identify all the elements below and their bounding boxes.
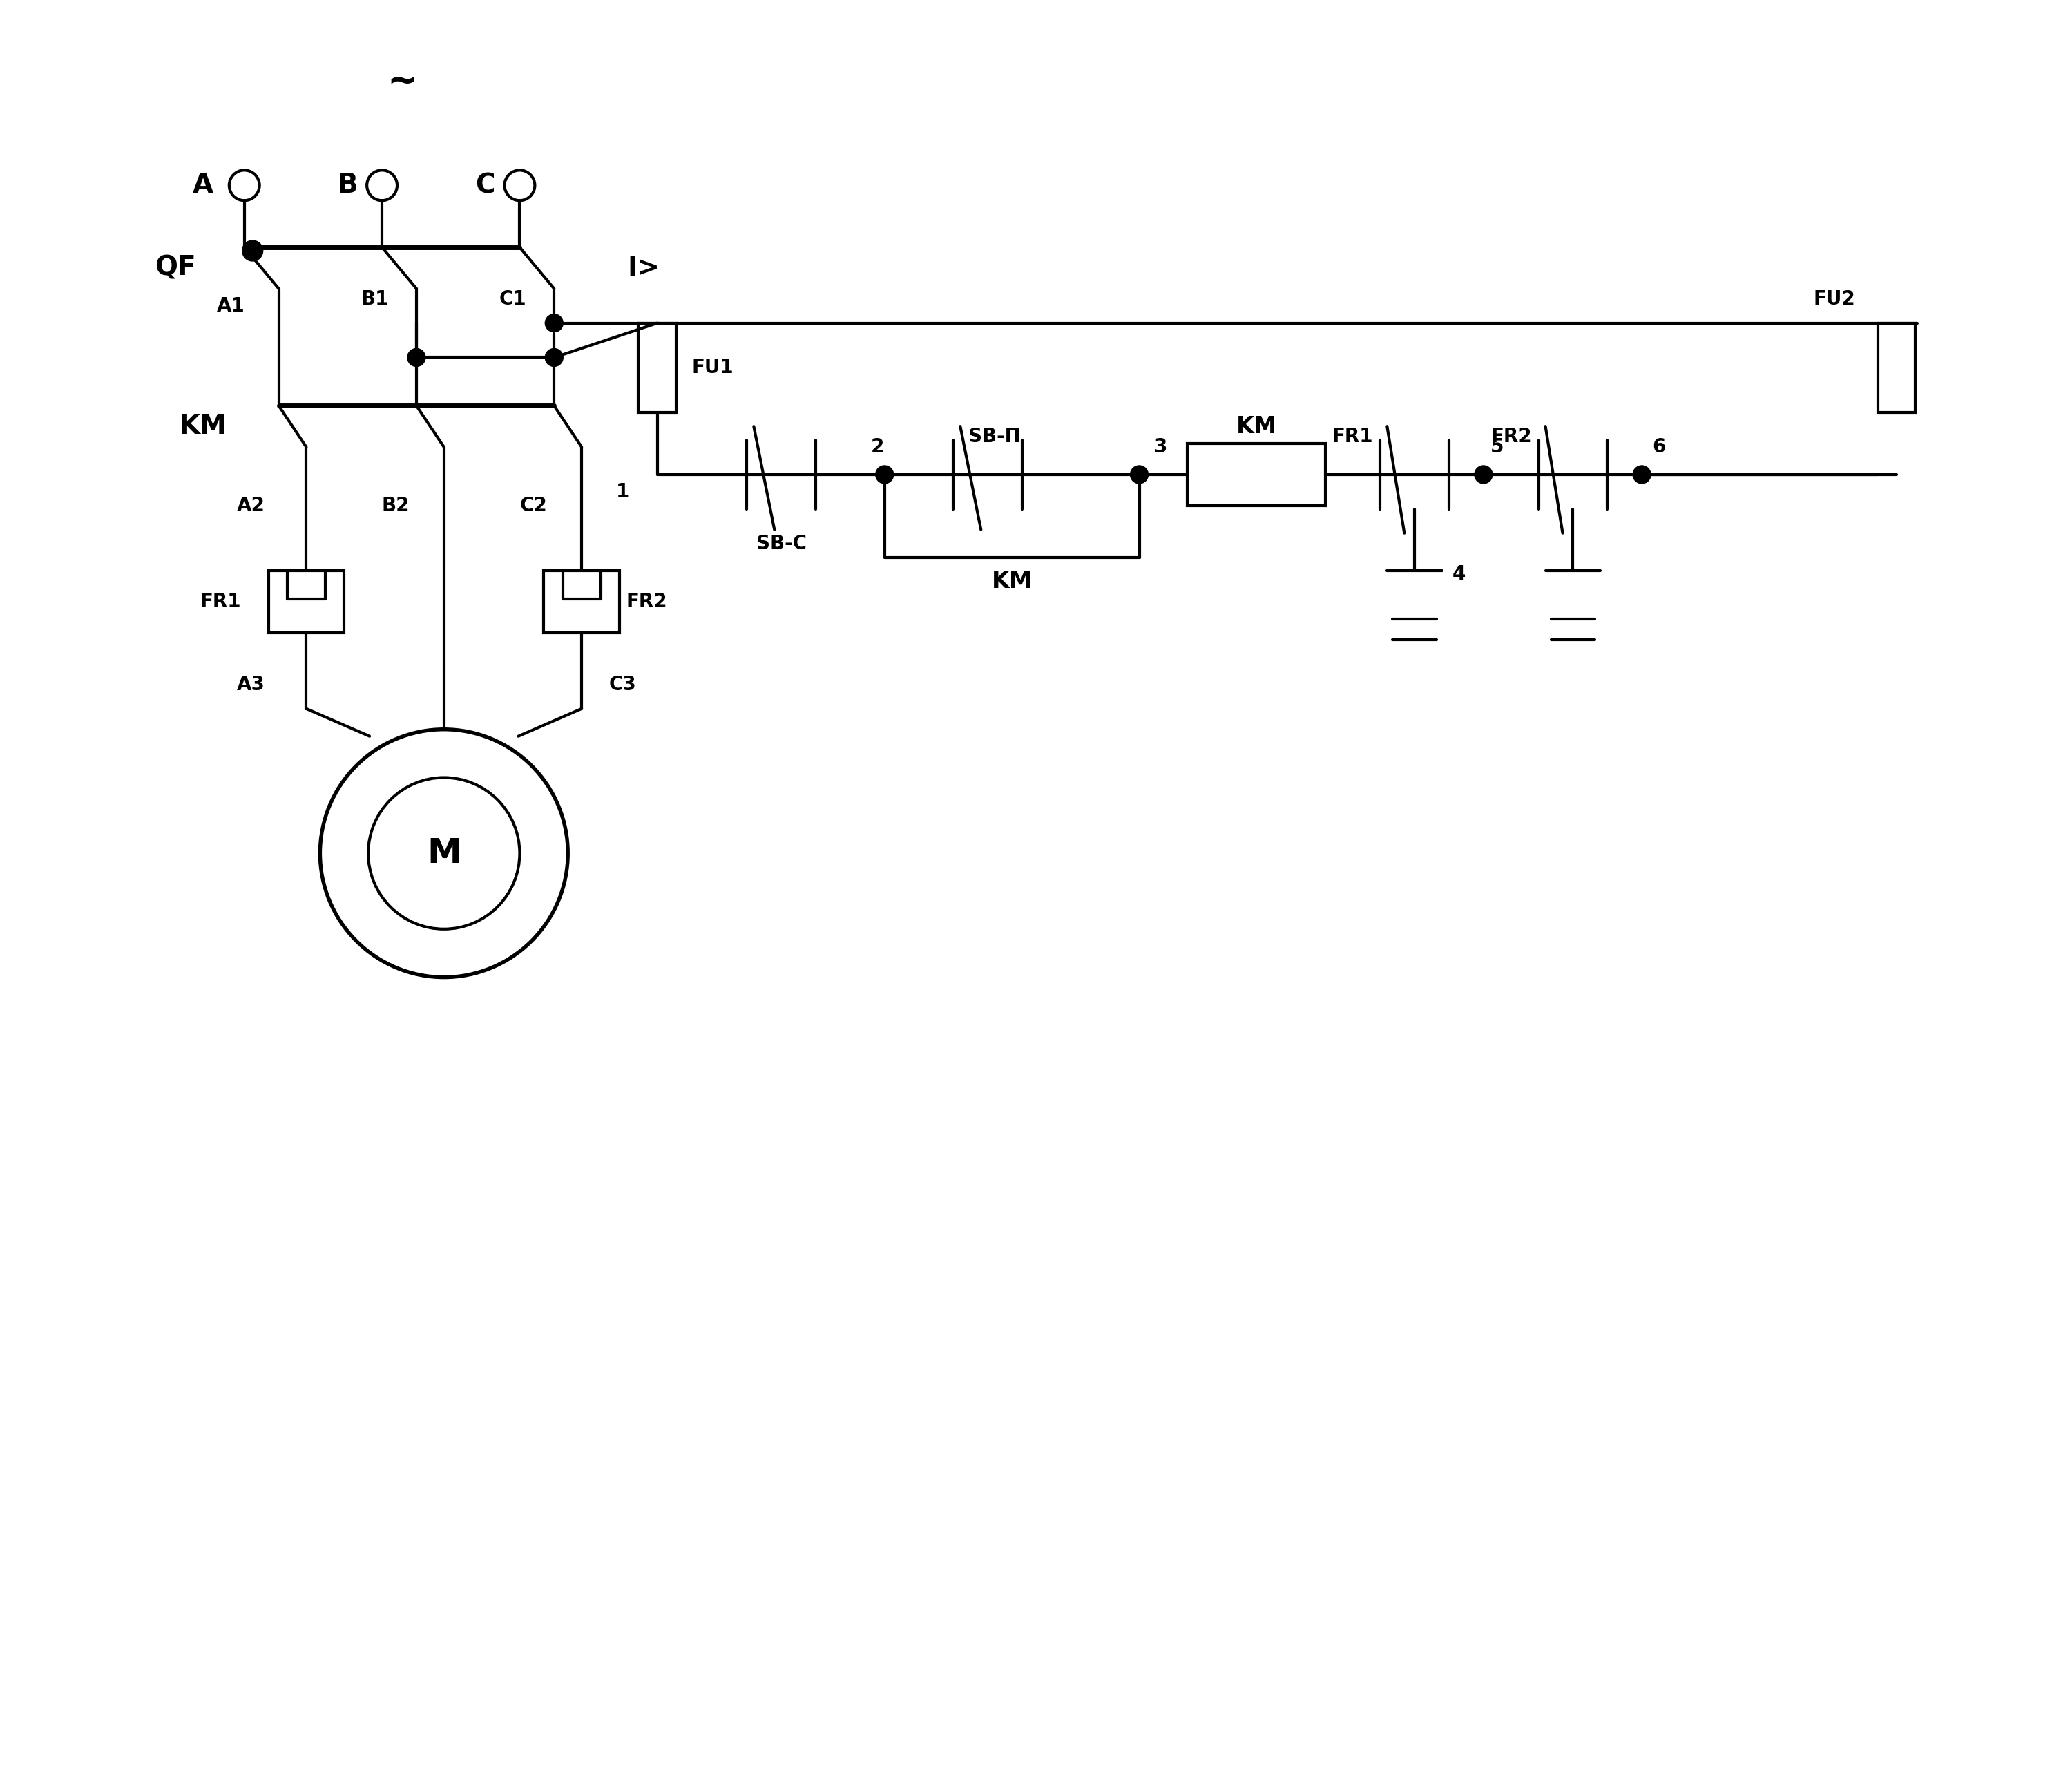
Text: I>: I> <box>628 255 659 282</box>
Text: C3: C3 <box>609 675 636 695</box>
Text: 2: 2 <box>870 438 885 457</box>
Circle shape <box>1131 466 1148 484</box>
Text: A3: A3 <box>236 675 265 695</box>
Text: QF: QF <box>155 255 197 282</box>
Text: KM: KM <box>1235 415 1276 438</box>
Text: B: B <box>338 172 358 198</box>
Bar <box>638 323 675 413</box>
Text: C2: C2 <box>520 496 547 516</box>
Circle shape <box>1475 466 1492 484</box>
Text: KM: KM <box>178 413 226 439</box>
Text: FR1: FR1 <box>199 592 240 611</box>
Text: C: C <box>474 172 495 198</box>
Text: FU2: FU2 <box>1813 289 1854 308</box>
Text: FR1: FR1 <box>1332 427 1374 447</box>
Text: A: A <box>193 172 213 198</box>
Text: KM: KM <box>992 571 1032 592</box>
Circle shape <box>545 314 564 331</box>
Text: ~: ~ <box>387 64 419 99</box>
Circle shape <box>242 241 263 260</box>
Circle shape <box>1633 466 1651 484</box>
Circle shape <box>408 349 425 367</box>
Text: 6: 6 <box>1651 438 1666 457</box>
Text: B1: B1 <box>361 289 390 308</box>
Text: C1: C1 <box>499 289 526 308</box>
Bar <box>1877 323 1915 413</box>
Bar <box>269 571 344 633</box>
Text: 1: 1 <box>615 482 630 501</box>
Text: 3: 3 <box>1154 438 1167 457</box>
Text: B2: B2 <box>381 496 410 516</box>
Circle shape <box>876 466 893 484</box>
Text: 5: 5 <box>1490 438 1504 457</box>
Text: 4: 4 <box>1452 565 1465 585</box>
Bar <box>1187 443 1326 505</box>
Text: A1: A1 <box>215 296 244 315</box>
Text: FU1: FU1 <box>692 358 733 377</box>
Bar <box>543 571 620 633</box>
Text: SB-C: SB-C <box>756 533 806 553</box>
Text: FR2: FR2 <box>626 592 667 611</box>
Text: SB-П: SB-П <box>968 427 1021 447</box>
Text: M: M <box>427 836 462 870</box>
Text: A2: A2 <box>236 496 265 516</box>
Text: FR2: FR2 <box>1490 427 1531 447</box>
Circle shape <box>545 349 564 367</box>
